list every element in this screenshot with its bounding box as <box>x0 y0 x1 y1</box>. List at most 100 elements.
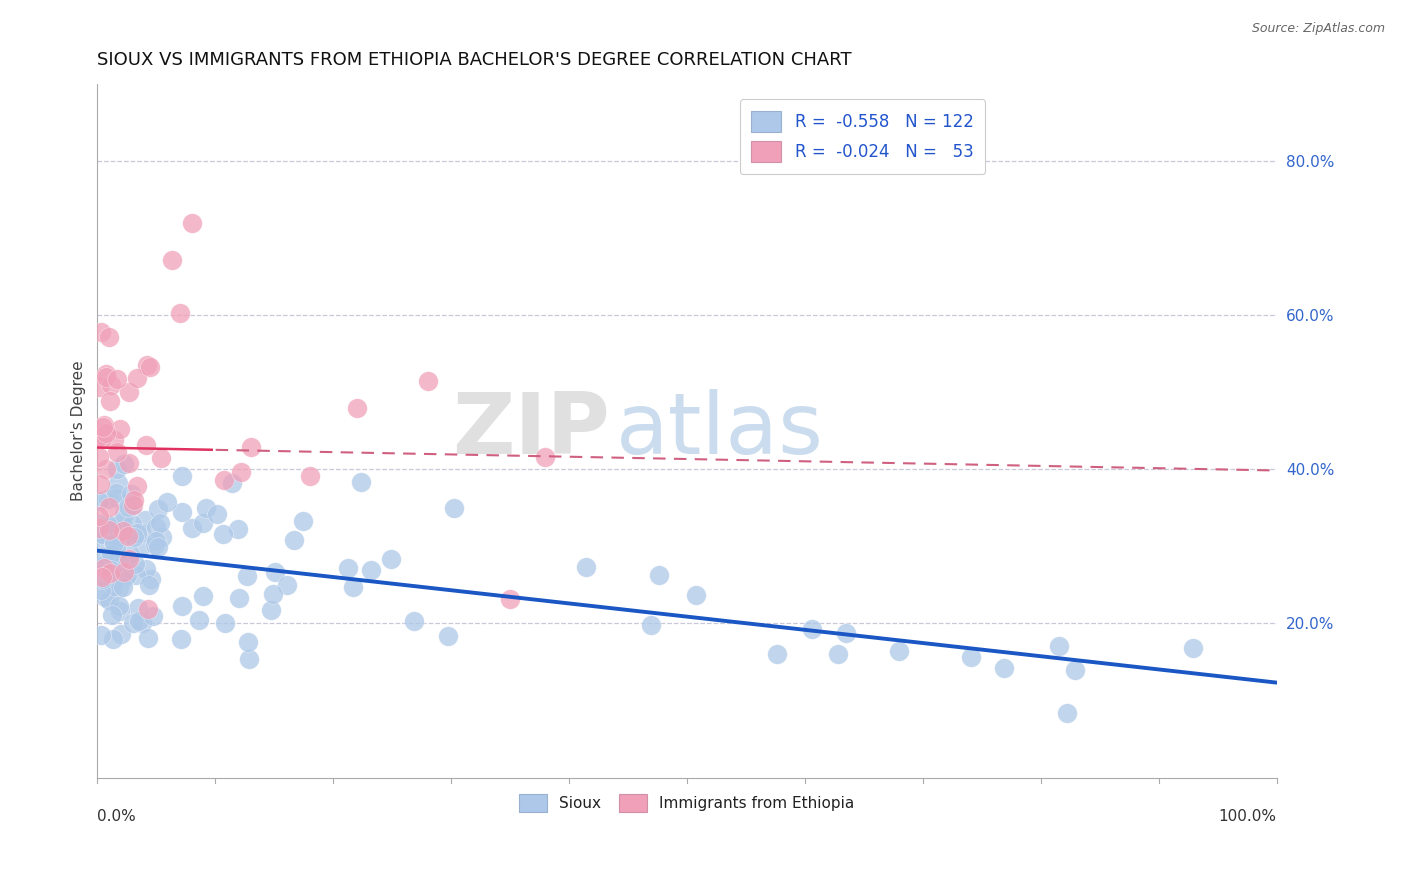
Point <box>127 601 149 615</box>
Point <box>101 607 124 622</box>
Point <box>264 565 287 579</box>
Point <box>283 533 305 548</box>
Point <box>89 517 111 532</box>
Point <box>97 491 120 506</box>
Point <box>101 565 124 579</box>
Point <box>111 580 134 594</box>
Y-axis label: Bachelor's Degree: Bachelor's Degree <box>72 360 86 501</box>
Point <box>1064 664 1087 678</box>
Point <box>96 369 118 384</box>
Point <box>136 601 159 615</box>
Point <box>346 401 368 415</box>
Point <box>117 528 139 542</box>
Point <box>238 652 260 666</box>
Point <box>87 494 110 508</box>
Point <box>94 461 117 475</box>
Point <box>575 560 598 574</box>
Point <box>131 615 153 630</box>
Point <box>139 360 162 375</box>
Point <box>125 526 148 541</box>
Point <box>124 557 146 571</box>
Point <box>150 451 173 466</box>
Point <box>114 526 136 541</box>
Point <box>117 567 139 582</box>
Point <box>436 629 458 643</box>
Point <box>172 468 194 483</box>
Point <box>187 614 209 628</box>
Point <box>91 433 114 447</box>
Point <box>172 505 194 519</box>
Point <box>124 530 146 544</box>
Point <box>640 618 662 632</box>
Point <box>97 592 120 607</box>
Point <box>94 368 117 382</box>
Point <box>103 541 125 555</box>
Point <box>103 632 125 646</box>
Point <box>107 581 129 595</box>
Point <box>90 570 112 584</box>
Point <box>239 440 262 454</box>
Point <box>118 385 141 400</box>
Point <box>97 500 120 514</box>
Point <box>145 533 167 548</box>
Point <box>105 445 128 459</box>
Text: 100.0%: 100.0% <box>1219 809 1277 824</box>
Point <box>150 530 173 544</box>
Point <box>337 560 360 574</box>
Point <box>835 625 858 640</box>
Point <box>94 591 117 605</box>
Point <box>156 495 179 509</box>
Point <box>91 572 114 586</box>
Point <box>105 486 128 500</box>
Point <box>118 547 141 561</box>
Point <box>276 578 298 592</box>
Point <box>93 417 115 432</box>
Point <box>766 647 789 661</box>
Text: SIOUX VS IMMIGRANTS FROM ETHIOPIA BACHELOR'S DEGREE CORRELATION CHART: SIOUX VS IMMIGRANTS FROM ETHIOPIA BACHEL… <box>97 51 852 69</box>
Point <box>1056 706 1078 720</box>
Point <box>292 514 315 528</box>
Point <box>100 547 122 561</box>
Point <box>105 462 128 476</box>
Point <box>87 509 110 524</box>
Point <box>98 566 121 580</box>
Point <box>170 632 193 647</box>
Point <box>221 475 243 490</box>
Point <box>360 563 382 577</box>
Point <box>146 502 169 516</box>
Point <box>107 599 129 614</box>
Point <box>214 615 236 630</box>
Point <box>142 609 165 624</box>
Point <box>117 500 139 514</box>
Point <box>100 563 122 577</box>
Text: ZIP: ZIP <box>453 389 610 473</box>
Point <box>98 523 121 537</box>
Point <box>105 541 128 555</box>
Point <box>1181 640 1204 655</box>
Point <box>143 538 166 552</box>
Point <box>135 358 157 372</box>
Point <box>96 517 118 532</box>
Point <box>212 473 235 487</box>
Point <box>111 524 134 539</box>
Point <box>193 589 215 603</box>
Point <box>236 635 259 649</box>
Point <box>827 647 849 661</box>
Point <box>112 457 135 471</box>
Point <box>160 252 183 267</box>
Point <box>889 644 911 658</box>
Point <box>960 650 983 665</box>
Point <box>87 380 110 394</box>
Point <box>103 536 125 550</box>
Point <box>149 516 172 530</box>
Point <box>132 537 155 551</box>
Point <box>90 325 112 339</box>
Point <box>342 580 364 594</box>
Point <box>89 477 111 491</box>
Point <box>534 450 557 465</box>
Point <box>416 375 439 389</box>
Point <box>121 499 143 513</box>
Point <box>648 568 671 582</box>
Point <box>105 372 128 386</box>
Point <box>110 627 132 641</box>
